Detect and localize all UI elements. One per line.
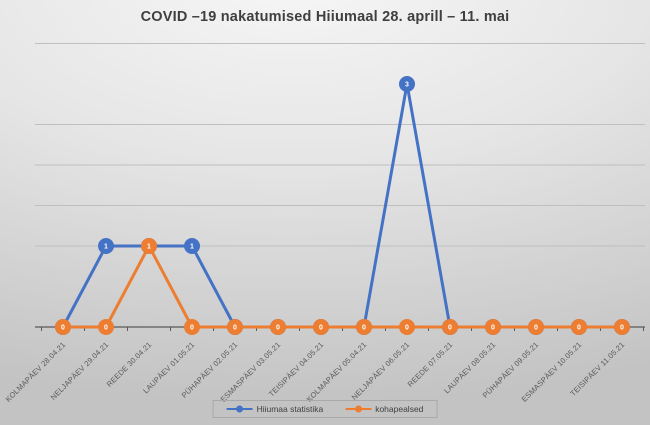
legend-item-hiiumaa-statistika: Hiiumaa statistika	[226, 404, 324, 414]
data-point-label: 0	[534, 325, 538, 332]
data-point-marker	[184, 238, 200, 254]
data-point-label: 0	[319, 325, 323, 332]
data-point-marker	[485, 319, 501, 335]
data-point-marker	[184, 319, 200, 335]
data-point-label: 1	[190, 244, 194, 251]
line-marker-swatch-icon	[345, 405, 372, 414]
data-point-label: 0	[448, 325, 452, 332]
data-point-marker	[98, 319, 114, 335]
data-point-label: 1	[104, 244, 108, 251]
legend-item-kohapealsed: kohapealsed	[345, 404, 423, 414]
data-point-label: 0	[620, 325, 624, 332]
data-point-marker	[55, 319, 71, 335]
data-point-label: 0	[362, 325, 366, 332]
chart-legend: Hiiumaa statistika kohapealsed	[212, 400, 438, 418]
data-point-label: 0	[405, 325, 409, 332]
data-point-marker	[270, 319, 286, 335]
data-point-marker	[399, 319, 415, 335]
data-point-marker	[614, 319, 630, 335]
series-line-kohapealsed	[61, 244, 624, 329]
data-point-marker	[356, 319, 372, 335]
legend-label: Hiiumaa statistika	[256, 404, 324, 414]
chart-title: COVID –19 nakatumised Hiiumaal 28. april…	[140, 9, 510, 25]
data-point-label: 0	[491, 325, 495, 332]
data-point-marker	[571, 319, 587, 335]
x-axis-label: REEDE 07.05.21	[406, 340, 455, 389]
data-point-label: 0	[276, 325, 280, 332]
data-point-marker	[227, 319, 243, 335]
legend-label: kohapealsed	[375, 404, 424, 414]
data-point-label: 3	[405, 82, 409, 89]
data-point-marker	[313, 319, 329, 335]
data-point-label: 0	[61, 325, 65, 332]
line-marker-swatch-icon	[226, 405, 253, 414]
data-point-label: 0	[190, 325, 194, 332]
data-point-label: 0	[104, 325, 108, 332]
data-point-label: 1	[147, 244, 151, 251]
data-point-label: 0	[577, 325, 581, 332]
data-point-marker	[141, 238, 157, 254]
data-point-marker	[442, 319, 458, 335]
data-point-marker	[528, 319, 544, 335]
data-point-label: 0	[233, 325, 237, 332]
x-axis-label: REEDE 30.04.21	[105, 340, 154, 389]
data-point-marker	[98, 238, 114, 254]
data-point-marker	[399, 76, 415, 92]
